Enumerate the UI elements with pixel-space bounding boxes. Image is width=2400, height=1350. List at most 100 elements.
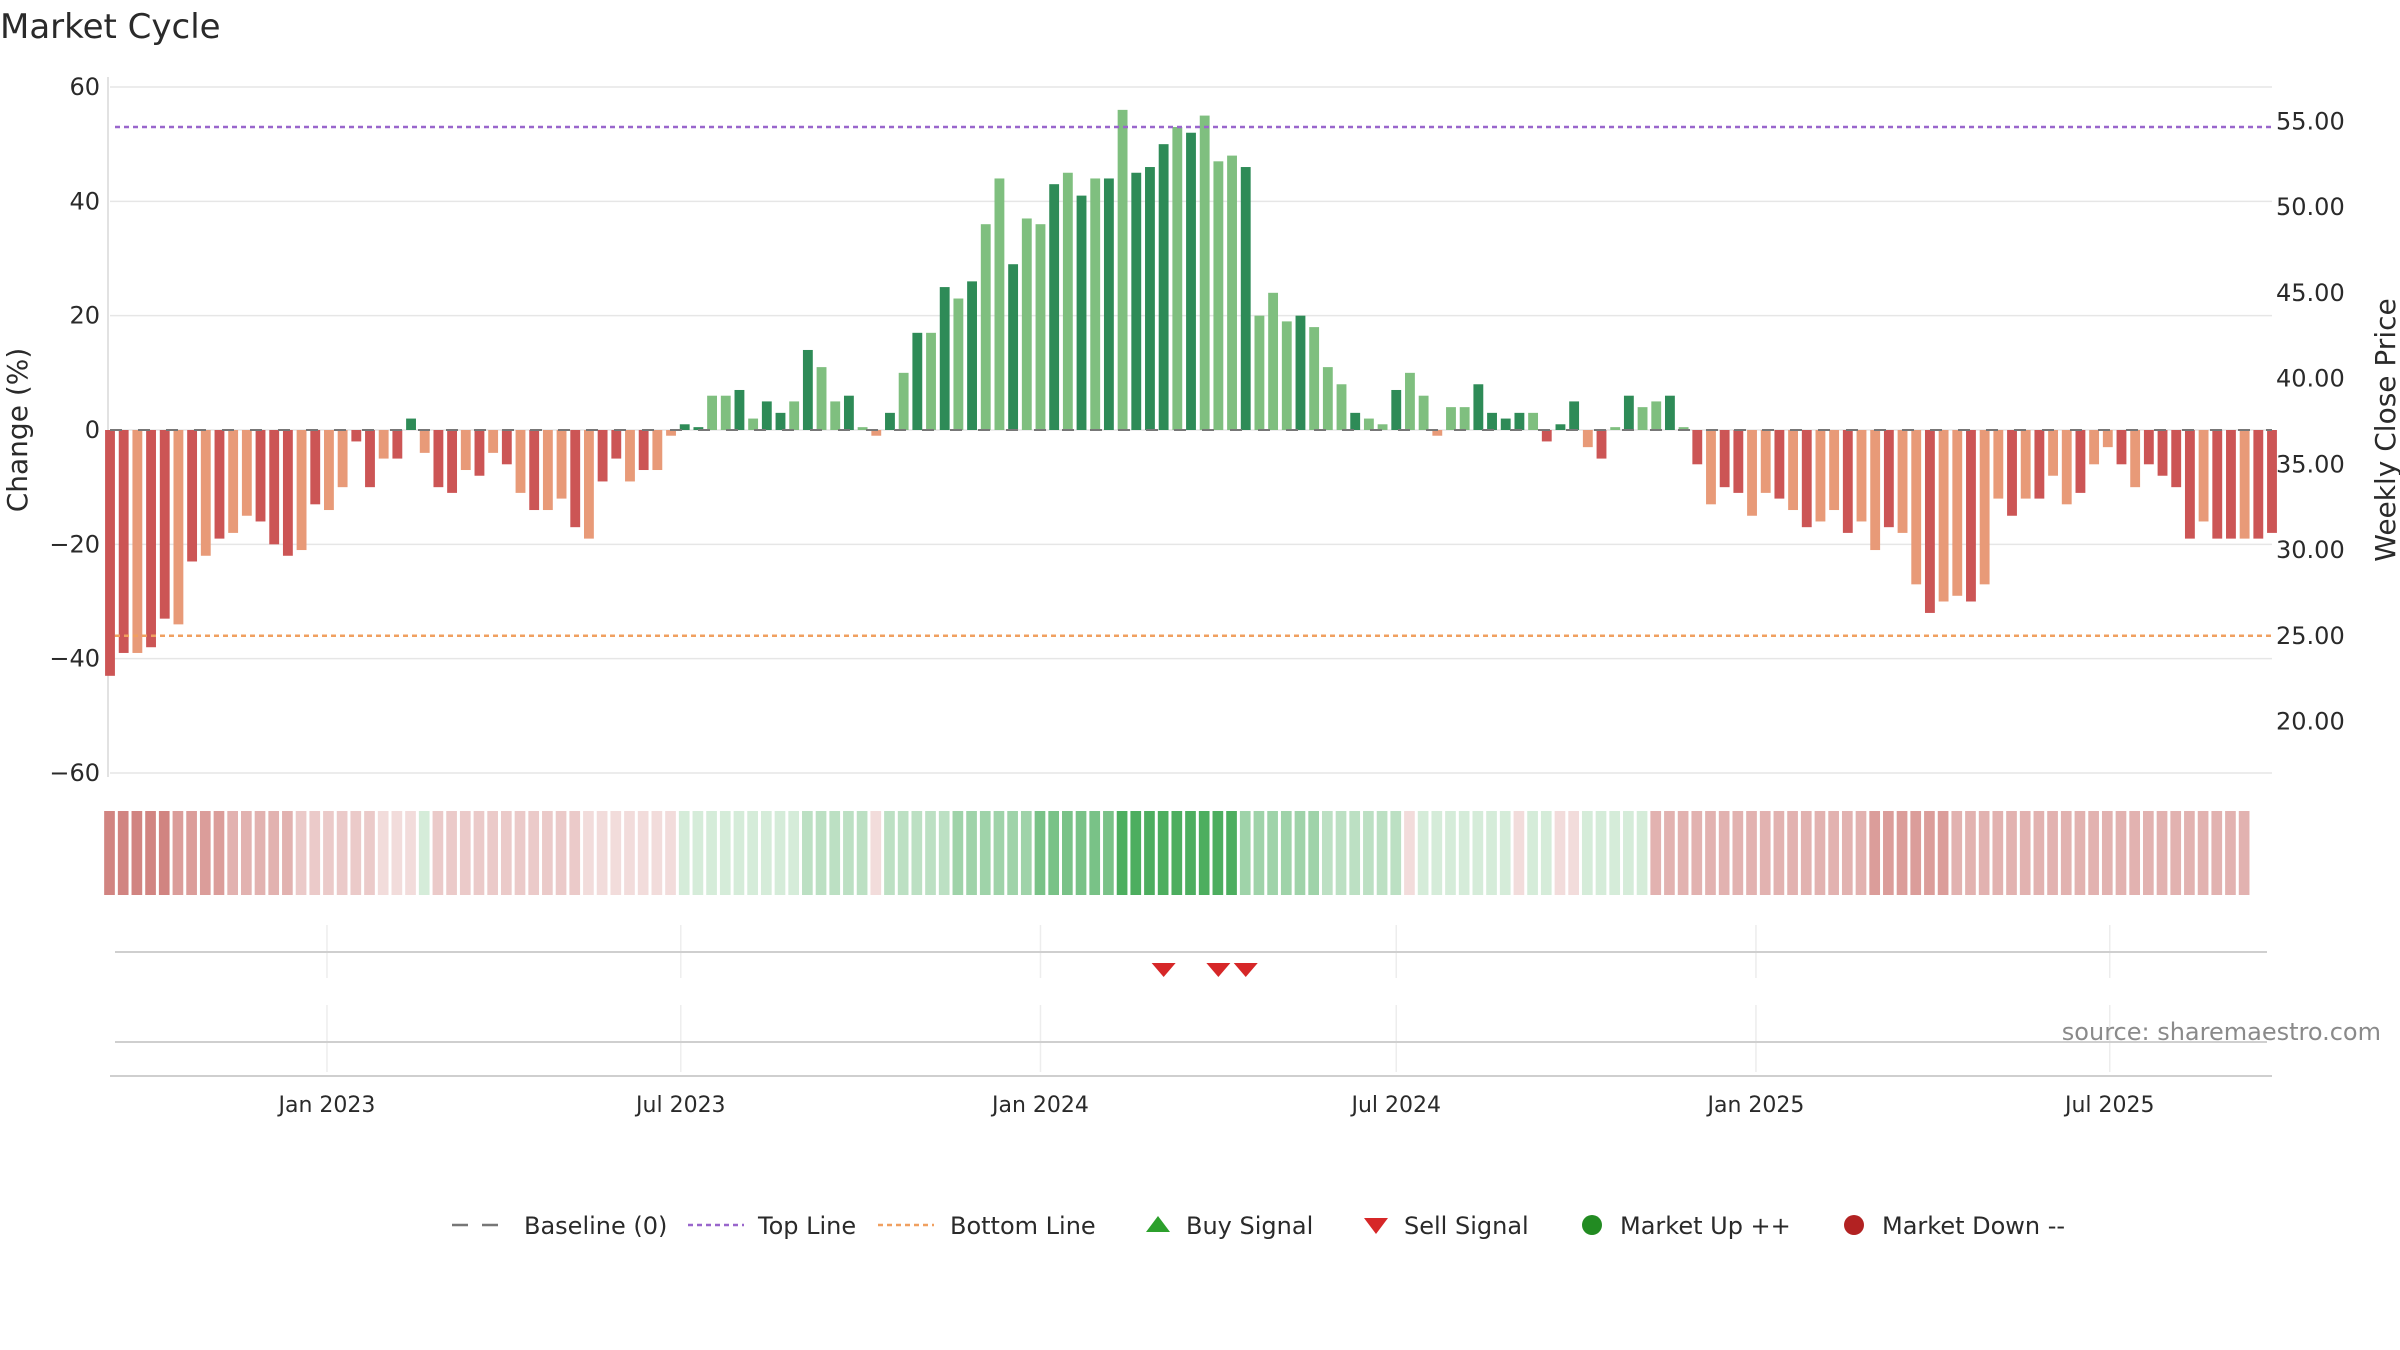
change-bar xyxy=(1090,178,1101,430)
regime-cell xyxy=(1896,811,1908,895)
regime-cell xyxy=(815,811,827,895)
change-bar xyxy=(885,412,895,430)
change-bar xyxy=(1076,195,1087,430)
regime-cell xyxy=(1814,811,1826,895)
change-bar xyxy=(200,430,211,556)
change-bar xyxy=(460,430,471,471)
regime-cell xyxy=(2060,811,2072,895)
y-axis-title: Change (%) xyxy=(1,348,34,513)
change-bar xyxy=(1719,430,1730,488)
change-bar xyxy=(707,395,718,430)
red-dot-icon xyxy=(1844,1215,1864,1235)
regime-cell xyxy=(733,811,745,895)
regime-cell xyxy=(1499,811,1511,895)
legend-item: Market Down -- xyxy=(1844,1212,2065,1240)
change-bar xyxy=(105,430,115,676)
change-bar xyxy=(1021,218,1032,430)
regime-cell xyxy=(377,811,389,895)
change-bar xyxy=(1610,427,1621,430)
change-bar xyxy=(926,332,936,430)
change-bar xyxy=(1856,430,1867,522)
legend-label: Market Down -- xyxy=(1882,1212,2065,1240)
regime-cell xyxy=(1677,811,1689,895)
change-bar xyxy=(939,287,950,430)
change-bar xyxy=(912,332,923,430)
regime-cell xyxy=(1883,811,1894,895)
regime-cell xyxy=(870,811,882,895)
regime-cell xyxy=(966,811,977,895)
regime-cell xyxy=(1335,811,1347,895)
regime-cell xyxy=(268,811,280,895)
regime-cell xyxy=(760,811,772,895)
change-bar xyxy=(1418,395,1429,430)
change-bar xyxy=(1706,430,1716,505)
change-bar xyxy=(761,401,772,430)
change-bar xyxy=(296,430,307,551)
regime-cell xyxy=(596,811,608,895)
y-tick-label: 20 xyxy=(69,302,100,330)
change-bar xyxy=(159,430,170,619)
regime-cell xyxy=(1732,811,1744,895)
regime-cell xyxy=(1759,811,1771,895)
change-bar xyxy=(1637,407,1648,430)
regime-cell xyxy=(2143,811,2154,895)
regime-cell xyxy=(240,811,252,895)
change-bar xyxy=(173,430,184,625)
regime-cell xyxy=(1103,811,1114,895)
change-bar xyxy=(2239,430,2250,539)
change-bar xyxy=(269,430,280,545)
regime-cell xyxy=(1417,811,1429,895)
regime-cell xyxy=(802,811,813,895)
regime-cell xyxy=(788,811,800,895)
regime-cell xyxy=(1116,811,1128,895)
regime-cell xyxy=(1609,811,1621,895)
triangle-up-icon xyxy=(1146,1216,1170,1232)
change-bar xyxy=(1911,430,1922,585)
y-tick-label: −40 xyxy=(49,645,100,673)
change-bar xyxy=(1596,430,1607,459)
regime-cell xyxy=(2225,811,2236,895)
change-bar xyxy=(228,430,239,533)
change-bar xyxy=(310,430,321,505)
change-bar xyxy=(337,430,348,488)
regime-cell xyxy=(1171,811,1183,895)
change-bar xyxy=(1035,224,1046,430)
regime-cell xyxy=(1787,811,1798,895)
regime-cell xyxy=(145,811,156,895)
change-bar xyxy=(1500,418,1511,430)
source-note: source: sharemaestro.com xyxy=(2062,1018,2381,1046)
regime-cell xyxy=(1978,811,1990,895)
change-bar xyxy=(146,430,156,648)
regime-cell xyxy=(282,811,293,895)
regime-cell xyxy=(1089,811,1101,895)
regime-cell xyxy=(323,811,334,895)
change-bar xyxy=(501,430,512,465)
change-bar xyxy=(118,430,129,653)
change-bar xyxy=(980,224,991,430)
legend-label: Baseline (0) xyxy=(524,1212,667,1240)
regime-cell xyxy=(1951,811,1963,895)
regime-cell xyxy=(1034,811,1046,895)
change-bar xyxy=(1062,172,1073,430)
change-bar xyxy=(2184,430,2195,539)
regime-cell xyxy=(2115,811,2127,895)
change-bar xyxy=(625,430,635,482)
change-bar xyxy=(2007,430,2017,516)
regime-cell xyxy=(473,811,485,895)
regime-cell xyxy=(1130,811,1142,895)
y2-tick-label: 35.00 xyxy=(2276,450,2345,478)
regime-cell xyxy=(199,811,211,895)
regime-cell xyxy=(706,811,717,895)
regime-cell xyxy=(1828,811,1839,895)
regime-cell xyxy=(186,811,197,895)
change-bar xyxy=(2171,430,2182,488)
change-bar xyxy=(693,427,704,430)
change-bar xyxy=(1952,430,1963,596)
regime-cell xyxy=(1746,811,1757,895)
regime-cell xyxy=(2033,811,2045,895)
change-bar xyxy=(1979,430,1990,585)
change-bar xyxy=(1281,321,1292,430)
change-bar xyxy=(597,430,608,482)
regime-cell xyxy=(295,811,307,895)
regime-cell xyxy=(172,811,184,895)
